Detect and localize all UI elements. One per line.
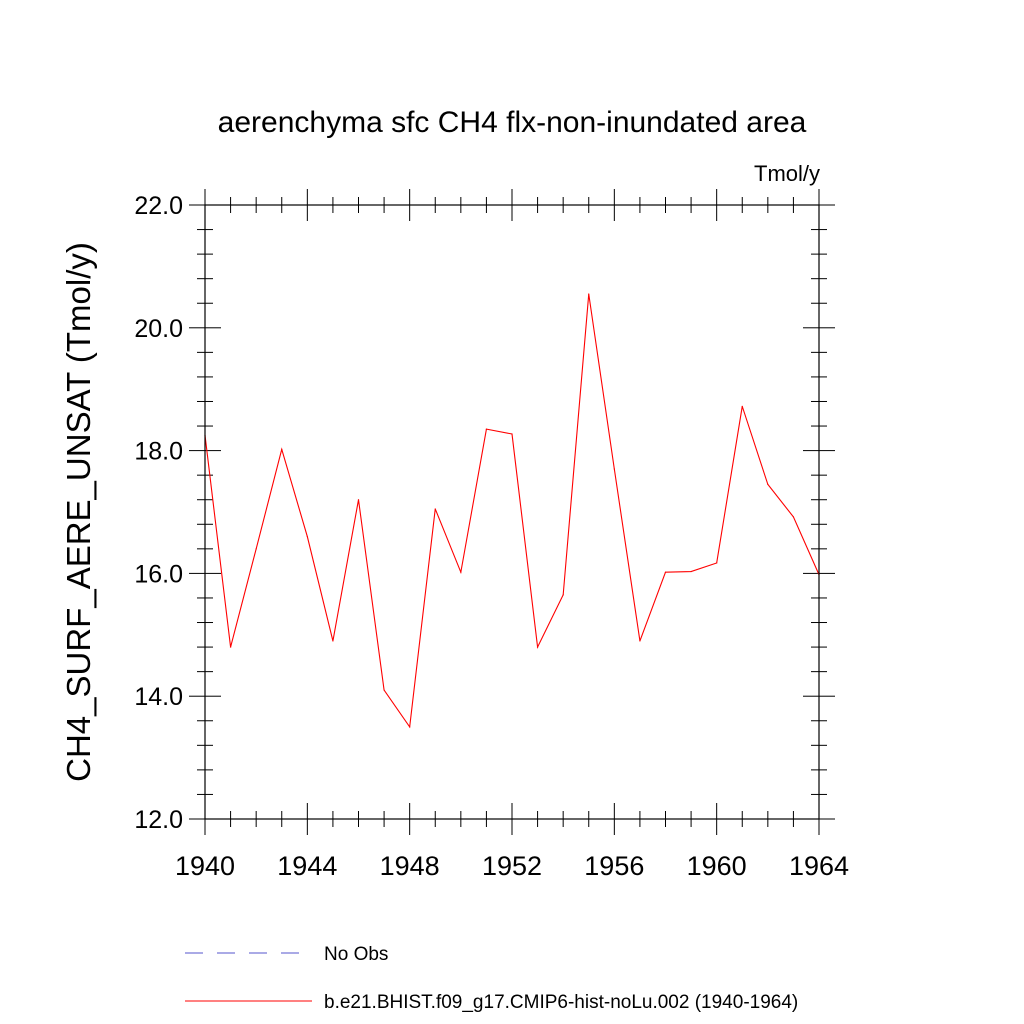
y-tick-label: 20.0 <box>134 315 183 343</box>
x-tick-label: 1960 <box>687 851 747 881</box>
units-label: Tmol/y <box>754 161 820 186</box>
data-point <box>357 499 360 501</box>
data-point <box>716 562 718 564</box>
y-tick-label: 22.0 <box>134 192 183 220</box>
data-point <box>613 468 615 470</box>
legend-label-no-obs: No Obs <box>324 944 388 965</box>
y-tick-label: 12.0 <box>134 806 183 834</box>
x-tick-label: 1940 <box>175 851 235 881</box>
data-point <box>639 640 641 642</box>
axis-ticks <box>189 189 835 835</box>
chart-title: aerenchyma sfc CH4 flx-non-inundated are… <box>218 106 807 139</box>
data-point <box>664 571 667 573</box>
data-point <box>409 726 411 728</box>
data-point <box>536 646 539 648</box>
data-point <box>690 570 692 573</box>
legend-label-model: b.e21.BHIST.f09_g17.CMIP6-hist-noLu.002 … <box>324 992 798 1013</box>
plot-lines <box>204 293 820 729</box>
data-point <box>255 548 257 550</box>
data-point <box>792 516 795 518</box>
y-axis-label: CH4_SURF_AERE_UNSAT (Tmol/y) <box>60 242 97 782</box>
data-point <box>460 571 462 573</box>
data-point <box>485 428 488 430</box>
plot-frame <box>204 204 820 820</box>
x-tick-label: 1944 <box>277 851 337 881</box>
data-point <box>332 640 334 642</box>
data-point <box>434 508 436 510</box>
series-line-0 <box>204 293 820 729</box>
x-tick-label: 1948 <box>380 851 440 881</box>
data-point <box>281 448 283 450</box>
data-point <box>383 689 385 691</box>
data-point <box>306 535 308 538</box>
data-point <box>511 433 513 435</box>
legend: No Obs b.e21.BHIST.f09_g17.CMIP6-hist-no… <box>185 944 798 1013</box>
data-point <box>767 483 769 485</box>
x-tick-label: 1952 <box>482 851 542 881</box>
data-point <box>741 405 743 407</box>
axis-tick-labels: 1940 1944 1948 1952 1956 1960 1964 12.0 14.0 16.0… <box>134 192 849 881</box>
data-point <box>562 594 564 596</box>
y-tick-label: 16.0 <box>134 560 183 588</box>
x-tick-label: 1956 <box>584 851 644 881</box>
y-tick-label: 14.0 <box>134 683 183 711</box>
y-tick-label: 18.0 <box>134 438 183 466</box>
data-point <box>229 646 232 648</box>
data-point <box>588 293 590 295</box>
x-tick-label: 1964 <box>789 851 849 881</box>
